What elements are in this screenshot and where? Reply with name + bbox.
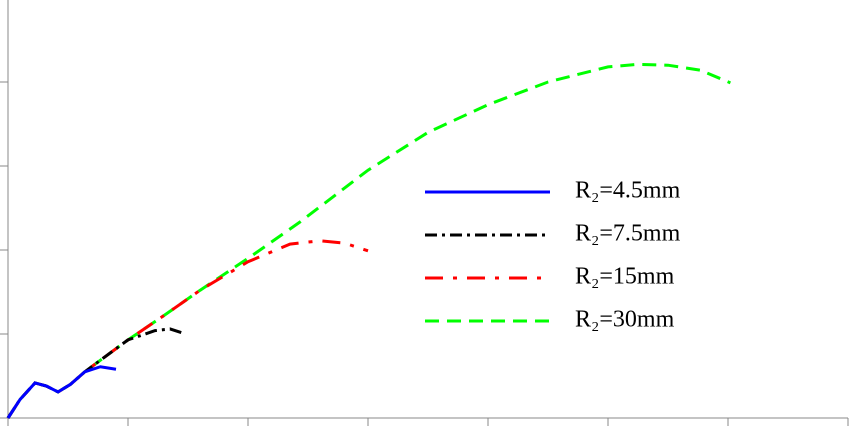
legend-label: R₂=30mm [575,307,675,333]
series-line [6,365,117,419]
series-line [6,327,187,419]
legend-label: R₂=4.5mm [575,178,681,204]
series-line [6,239,369,419]
series-line [6,62,731,419]
legend-label: R₂=15mm [575,264,675,290]
legend-label: R₂=7.5mm [575,221,681,247]
